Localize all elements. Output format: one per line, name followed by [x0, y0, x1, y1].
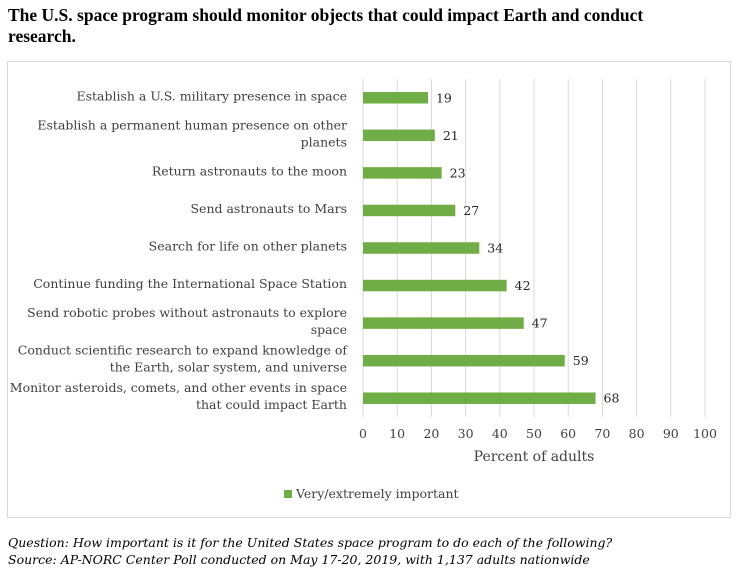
- category-label-1-line-0: Establish a permanent human presence on …: [37, 117, 347, 132]
- category-label-6-line-1: space: [311, 322, 347, 337]
- category-label-3: Send astronauts to Mars: [190, 201, 347, 216]
- data-label-0: 19: [436, 90, 452, 105]
- data-label-4: 34: [487, 241, 503, 256]
- legend-swatch: [284, 490, 292, 498]
- data-label-7: 59: [573, 353, 589, 368]
- data-label-5: 42: [515, 278, 531, 293]
- category-label-7-line-1: the Earth, solar system, and universe: [110, 360, 347, 375]
- data-label-6: 47: [532, 316, 548, 331]
- category-label-0: Establish a U.S. military presence in sp…: [76, 88, 347, 103]
- bar-7: [363, 354, 565, 367]
- bar-0: [363, 92, 428, 104]
- x-tick-label-70: 70: [594, 426, 610, 441]
- data-label-8: 68: [604, 391, 620, 406]
- category-label-8-line-1: that could impact Earth: [196, 397, 347, 412]
- question-note: Question: How important is it for the Un…: [8, 535, 613, 550]
- category-label-2: Return astronauts to the moon: [152, 163, 347, 178]
- category-label-4: Search for life on other planets: [149, 239, 347, 254]
- x-tick-label-80: 80: [629, 426, 645, 441]
- category-label-1-line-1: planets: [301, 134, 347, 149]
- x-tick-label-60: 60: [560, 426, 576, 441]
- x-tick-label-10: 10: [389, 426, 405, 441]
- category-label-7-line-0: Conduct scientific research to expand kn…: [18, 343, 349, 358]
- source-note: Source: AP-NORC Center Poll conducted on…: [8, 552, 590, 567]
- data-label-2: 23: [450, 165, 466, 180]
- chart-area: 19 Establish a U.S. military presence in …: [7, 61, 731, 518]
- bar-8: [363, 392, 596, 404]
- x-axis-title: Percent of adults: [474, 449, 595, 465]
- bar-2: [363, 167, 442, 179]
- data-label-1: 21: [443, 128, 459, 143]
- category-label-8-line-0: Monitor asteroids, comets, and other eve…: [10, 380, 347, 395]
- x-tick-label-20: 20: [423, 426, 439, 441]
- category-label-6-line-0: Send robotic probes without astronauts t…: [27, 305, 347, 320]
- bar-3: [363, 204, 456, 217]
- bar-4: [363, 242, 480, 254]
- legend-label: Very/extremely important: [295, 486, 459, 501]
- category-label-5: Continue funding the International Space…: [33, 276, 347, 291]
- x-tick-label-0: 0: [359, 426, 367, 441]
- bar-6: [363, 317, 524, 329]
- chart-title: The U.S. space program should monitor ob…: [8, 5, 644, 46]
- bar-5: [363, 279, 507, 292]
- x-tick-label-40: 40: [492, 426, 508, 441]
- bar-1: [363, 129, 435, 142]
- data-label-3: 27: [463, 203, 479, 218]
- x-tick-label-30: 30: [458, 426, 474, 441]
- x-tick-label-90: 90: [663, 426, 679, 441]
- x-tick-label-50: 50: [526, 426, 542, 441]
- bar-chart: 19 Establish a U.S. military presence in …: [10, 79, 717, 501]
- x-tick-label-100: 100: [693, 426, 717, 441]
